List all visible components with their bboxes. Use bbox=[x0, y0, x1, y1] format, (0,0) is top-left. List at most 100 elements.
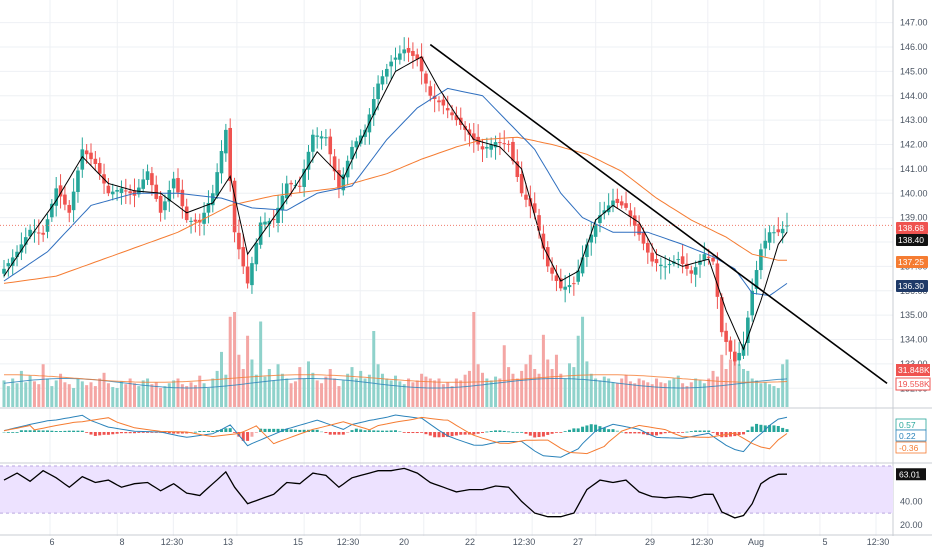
volume-bar bbox=[728, 359, 732, 407]
price-tick-label: 139.00 bbox=[900, 213, 928, 223]
volume-bar bbox=[6, 386, 10, 407]
candle-body bbox=[676, 259, 681, 261]
volume-bar bbox=[781, 364, 785, 407]
macd-histogram-bar bbox=[250, 432, 254, 437]
candle-body bbox=[472, 133, 476, 140]
volume-bar bbox=[559, 373, 563, 407]
macd-histogram-bar bbox=[228, 428, 232, 432]
volume-bar bbox=[646, 382, 650, 407]
volume-bar bbox=[572, 367, 576, 407]
volume-bar bbox=[237, 354, 241, 407]
volume-bar bbox=[428, 378, 432, 407]
candle-body bbox=[76, 170, 80, 193]
candle-body bbox=[445, 108, 450, 111]
candle-body bbox=[180, 189, 185, 207]
time-tick-label: 13 bbox=[223, 537, 233, 547]
macd-histogram-bar bbox=[133, 432, 136, 434]
candle-body bbox=[563, 286, 567, 290]
candle-body bbox=[385, 68, 389, 77]
macd-histogram-bar bbox=[106, 432, 110, 435]
macd-histogram-bar bbox=[463, 432, 467, 435]
volume-badge-label: 31.848K bbox=[898, 365, 930, 375]
volume-bar bbox=[689, 382, 693, 407]
volume-ma-fast-line bbox=[3, 378, 788, 389]
candle-body bbox=[58, 185, 63, 197]
volume-bar bbox=[459, 380, 463, 407]
macd-histogram-bar bbox=[24, 430, 28, 432]
volume-bar bbox=[611, 382, 615, 407]
volume-bar bbox=[293, 381, 297, 407]
price-badge bbox=[896, 222, 928, 234]
volume-bar bbox=[694, 378, 698, 407]
candle-body bbox=[171, 178, 176, 189]
volume-bar bbox=[98, 378, 102, 407]
candle-body bbox=[424, 73, 428, 84]
volume-bar bbox=[768, 384, 772, 407]
candle-body bbox=[489, 144, 493, 150]
candle-body bbox=[128, 191, 132, 194]
macd-histogram-bar bbox=[602, 427, 606, 432]
volume-bar bbox=[742, 369, 745, 407]
volume-bar bbox=[302, 378, 306, 407]
candle-body bbox=[302, 168, 306, 187]
macd-histogram-bar bbox=[211, 430, 215, 432]
candle-body bbox=[454, 115, 459, 121]
candle-body bbox=[206, 203, 211, 213]
price-badge-label: 137.25 bbox=[898, 257, 924, 267]
candle-body bbox=[772, 232, 776, 234]
candle-body bbox=[480, 146, 485, 150]
volume-bar bbox=[159, 388, 163, 407]
candle-body bbox=[19, 244, 24, 253]
macd-histogram-bar bbox=[150, 432, 154, 433]
macd-histogram-bar bbox=[41, 430, 45, 432]
candle-body bbox=[545, 247, 550, 267]
volume-bar bbox=[372, 331, 376, 407]
candle-body bbox=[733, 351, 737, 362]
macd-histogram-bar bbox=[633, 432, 637, 434]
candle-body bbox=[493, 142, 498, 148]
macd-histogram-bar bbox=[11, 432, 15, 433]
volume-bar bbox=[759, 383, 763, 407]
macd-histogram-bar bbox=[263, 428, 267, 432]
candle-body bbox=[611, 200, 615, 206]
price-tick-label: 142.00 bbox=[900, 140, 928, 150]
macd-histogram-bar bbox=[650, 432, 654, 436]
volume-bar bbox=[167, 383, 171, 407]
candle-body bbox=[84, 150, 89, 155]
candle-body bbox=[284, 183, 289, 199]
rsi-band bbox=[0, 466, 893, 514]
candle-body bbox=[341, 174, 346, 191]
macd-histogram-bar bbox=[206, 430, 210, 432]
volume-bar bbox=[46, 378, 49, 407]
macd-histogram-bar bbox=[154, 432, 158, 433]
volume-badge-label-2: 19.558K bbox=[898, 379, 930, 389]
volume-bar bbox=[32, 381, 36, 407]
volume-bar bbox=[63, 382, 67, 407]
macd-histogram-bar bbox=[380, 430, 384, 432]
candle-body bbox=[363, 129, 367, 137]
macd-histogram-bar bbox=[193, 431, 197, 433]
volume-bar bbox=[233, 312, 237, 407]
macd-histogram-bar bbox=[59, 431, 63, 432]
price-tick-label: 135.00 bbox=[900, 310, 928, 320]
volume-bar bbox=[594, 378, 598, 407]
rsi-badge bbox=[896, 468, 926, 481]
candle-body bbox=[754, 270, 759, 289]
volume-bar bbox=[180, 384, 184, 407]
volume-bar bbox=[720, 354, 724, 407]
volume-bar bbox=[285, 378, 289, 407]
candle-body bbox=[124, 190, 128, 192]
candle-body bbox=[15, 251, 19, 258]
candle-body bbox=[393, 57, 398, 60]
candle-body bbox=[28, 229, 32, 237]
candle-body bbox=[2, 268, 6, 274]
volume-bar bbox=[311, 372, 315, 407]
volume-bar bbox=[641, 380, 645, 407]
price-badge bbox=[896, 234, 928, 246]
volume-bar bbox=[137, 386, 141, 407]
volume-bar bbox=[128, 378, 132, 407]
volume-bar bbox=[533, 369, 537, 407]
volume-bar bbox=[193, 385, 197, 407]
macd-histogram-bar bbox=[572, 428, 576, 432]
